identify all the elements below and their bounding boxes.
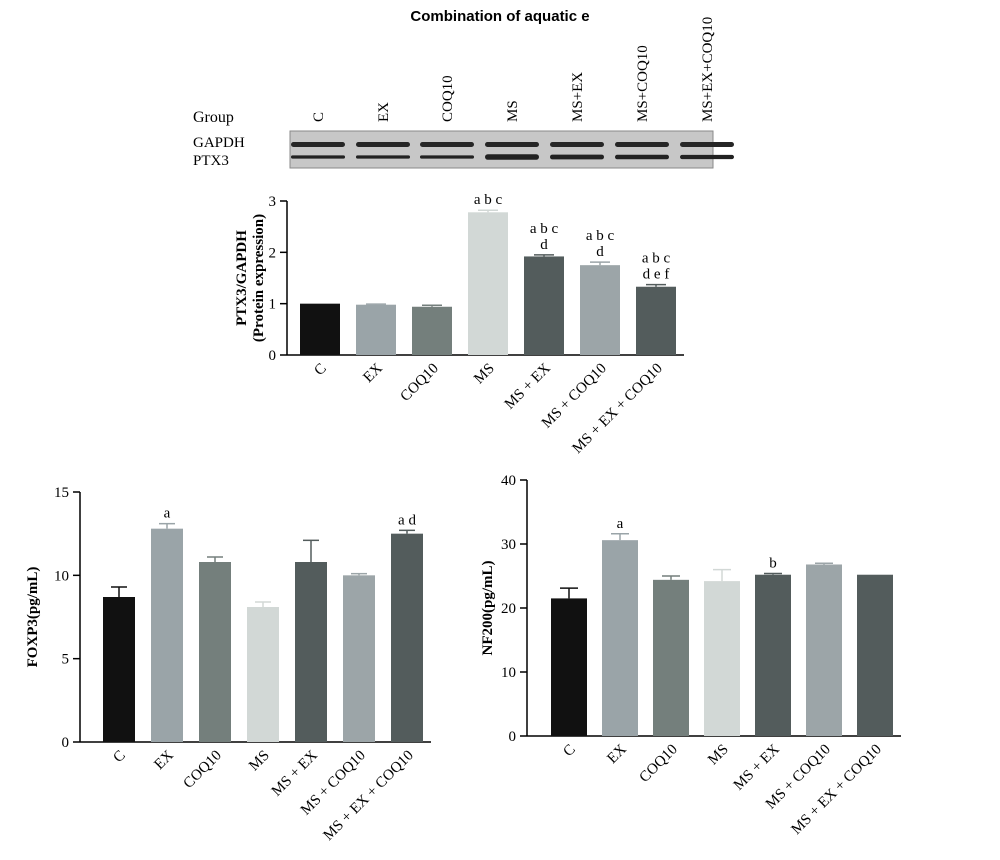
ptx3-category-label: C	[311, 361, 329, 379]
nf200-y-tick-label: 40	[501, 473, 516, 489]
foxp3-category-label: C	[110, 748, 128, 766]
foxp3-bar	[343, 575, 375, 742]
blot-band-ptx3	[615, 154, 669, 160]
ptx3-bar	[300, 303, 340, 355]
blot-lane-label: COQ10	[440, 75, 456, 122]
foxp3-bar	[103, 597, 135, 742]
nf200-bar	[653, 579, 689, 736]
nf200-category-label: MS	[705, 742, 732, 769]
ptx3-significance-label: a b c	[474, 192, 503, 208]
ptx3-category-label: MS + EX	[502, 360, 554, 412]
ptx3-y-tick-label: 1	[269, 297, 277, 313]
blot-band-ptx3	[291, 155, 345, 159]
ptx3-bar	[356, 304, 396, 355]
nf200-bar	[806, 564, 842, 736]
foxp3-category-label: MS	[246, 748, 273, 775]
ptx3-bar	[580, 265, 620, 355]
blot-band-gapdh	[420, 142, 474, 147]
blot-band-ptx3	[356, 155, 410, 159]
foxp3-bar	[247, 607, 279, 742]
blot-band-gapdh	[550, 142, 604, 147]
ptx3-significance-label: a b c	[530, 221, 559, 237]
nf200-y-tick-label: 10	[501, 665, 516, 681]
ptx3-significance-label: d	[540, 237, 548, 253]
blot-band-ptx3	[420, 155, 474, 159]
blot-band-ptx3	[550, 154, 604, 160]
ptx3-y-tick-label: 3	[269, 194, 277, 210]
ptx3-bar	[524, 256, 564, 355]
blot-band-ptx3	[485, 154, 539, 160]
nf200-significance-label: a	[617, 516, 624, 532]
blot-band-gapdh	[356, 142, 410, 147]
nf200-chart: 0 10 20 30 40 NF200(pg/mL) Ca EX COQ10 MS b MS + EX…	[480, 473, 901, 838]
blot-band-gapdh	[680, 142, 734, 147]
blot-row-label-ptx3: PTX3	[193, 153, 229, 169]
foxp3-bar	[391, 533, 423, 742]
nf200-bar	[755, 574, 791, 736]
nf200-y-tick-label: 20	[501, 601, 516, 617]
foxp3-category-label: COQ10	[181, 748, 225, 792]
ptx3-category-label: EX	[360, 360, 386, 386]
nf200-category-label: MS + EX	[731, 741, 783, 793]
foxp3-y-tick-label: 15	[54, 485, 69, 501]
ptx3-y-tick-label: 0	[269, 348, 277, 364]
ptx3-y-axis-label: PTX3/GAPDH	[234, 230, 250, 326]
foxp3-y-axis-label: FOXP3(pg/mL)	[25, 567, 41, 668]
nf200-y-tick-label: 30	[501, 537, 516, 553]
ptx3-bar	[412, 306, 452, 355]
ptx3-y-axis-label: (Protein expression)	[251, 214, 267, 342]
nf200-bar	[551, 598, 587, 736]
blot-lane-label: MS+EX+COQ10	[700, 17, 716, 122]
blot-band-gapdh	[291, 142, 345, 147]
nf200-y-tick-label: 0	[509, 729, 517, 745]
ptx3-significance-label: d e f	[643, 267, 670, 283]
nf200-bar	[857, 574, 893, 736]
figure-title: Combination of aquatic e	[410, 8, 590, 25]
ptx3-chart: 0 1 2 3 PTX3/GAPDH (Protein expression) C EX COQ…	[234, 192, 684, 457]
ptx3-significance-label: a b c	[586, 228, 615, 244]
nf200-category-label: COQ10	[637, 742, 681, 786]
nf200-category-label: MS + EX + COQ10	[788, 742, 884, 838]
blot-lane-label: MS	[505, 100, 521, 122]
blot-group-label: Group	[193, 109, 234, 126]
nf200-significance-label: b	[769, 555, 777, 571]
foxp3-y-tick-label: 10	[54, 568, 69, 584]
ptx3-bar	[636, 286, 676, 355]
blot-band-gapdh	[485, 142, 539, 147]
ptx3-category-label: COQ10	[398, 361, 442, 405]
blot-membrane	[289, 130, 714, 169]
ptx3-y-tick-label: 2	[269, 245, 277, 261]
foxp3-significance-label: a d	[398, 512, 416, 528]
nf200-bar	[704, 581, 740, 736]
ptx3-significance-label: a b c	[642, 251, 671, 267]
blot-lane-label: EX	[376, 102, 392, 122]
blot-band-ptx3	[680, 154, 734, 160]
ptx3-bar	[468, 212, 508, 355]
nf200-y-axis-label: NF200(pg/mL)	[480, 561, 496, 656]
foxp3-category-label: EX	[151, 747, 177, 773]
foxp3-category-label: MS + EX + COQ10	[320, 748, 416, 844]
blot-lane-label: MS+COQ10	[635, 45, 651, 122]
ptx3-significance-label: d	[596, 244, 604, 260]
western-blot: Group GAPDH PTX3 C EX COQ10 MS MS+EX MS+COQ10 MS+…	[193, 17, 734, 169]
blot-lane-label: MS+EX	[570, 72, 586, 122]
foxp3-bar	[295, 562, 327, 742]
nf200-category-label: C	[560, 742, 578, 760]
blot-band-gapdh	[615, 142, 669, 147]
foxp3-y-tick-label: 5	[62, 652, 70, 668]
blot-row-label-gapdh: GAPDH	[193, 135, 245, 151]
nf200-category-label: EX	[604, 741, 630, 767]
foxp3-bar	[151, 528, 183, 742]
foxp3-y-tick-label: 0	[62, 735, 70, 751]
ptx3-category-label: MS	[471, 361, 498, 388]
foxp3-bar	[199, 562, 231, 742]
blot-lane-label: C	[311, 112, 327, 122]
foxp3-significance-label: a	[164, 506, 171, 522]
nf200-bar	[602, 540, 638, 736]
